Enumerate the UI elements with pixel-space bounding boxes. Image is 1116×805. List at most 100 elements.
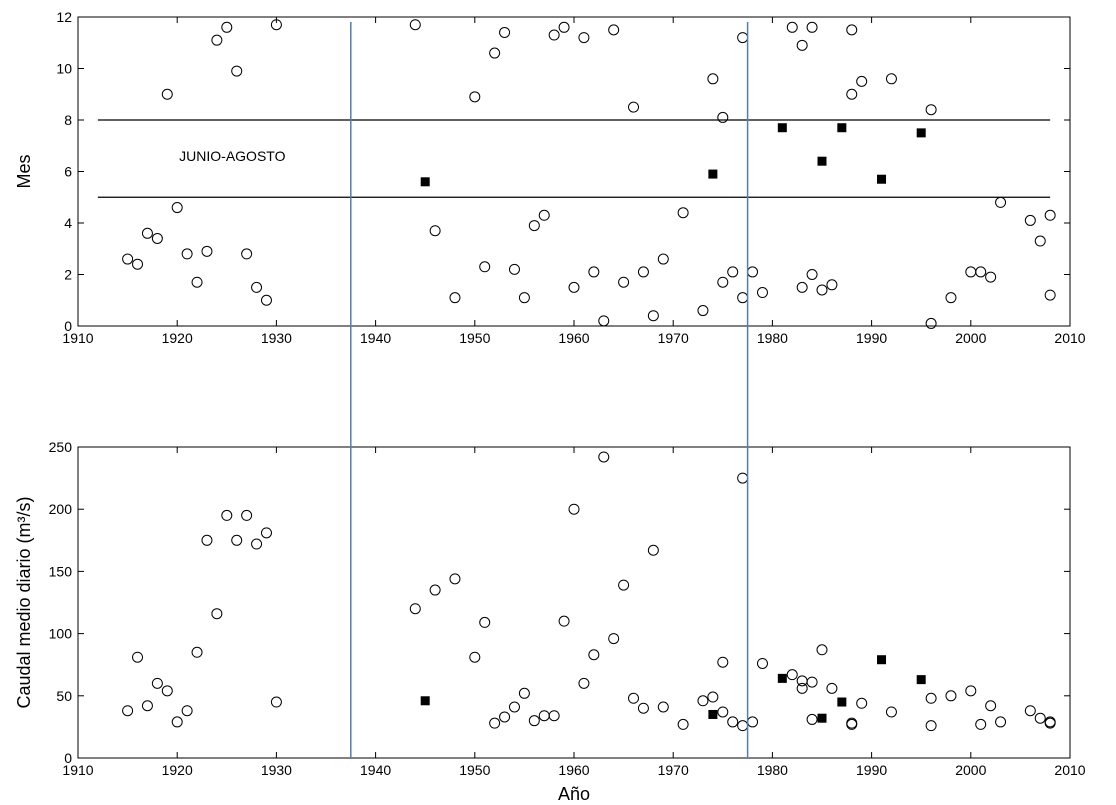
data-point-circle [1044, 289, 1056, 301]
y-tick-label: 250 [49, 439, 73, 455]
data-point-circle [637, 266, 649, 278]
x-tick-label: 1950 [459, 330, 490, 346]
x-tick-label: 2000 [955, 330, 986, 346]
data-point-circle [1024, 214, 1036, 226]
y-tick-label: 10 [56, 61, 72, 77]
data-point-circle [211, 34, 223, 46]
data-point-square [708, 169, 718, 179]
data-point-circle [171, 716, 183, 728]
data-point-circle [499, 26, 511, 38]
x-tick-label: 1940 [360, 762, 391, 778]
data-point-square [817, 156, 827, 166]
x-tick-label: 1940 [360, 330, 391, 346]
data-point-circle [747, 716, 759, 728]
data-point-circle [697, 695, 709, 707]
period-divider-lines [350, 22, 749, 758]
data-point-circle [578, 677, 590, 689]
y-tick-label: 2 [64, 267, 72, 283]
bottom-y-ticks: 0 50 100 150 200 250 [49, 439, 1070, 766]
data-point-circle [727, 716, 739, 728]
data-point-circle [608, 633, 620, 645]
data-point-circle [558, 21, 570, 33]
data-point-circle [806, 676, 818, 688]
data-point-circle [747, 266, 759, 278]
data-point-circle [826, 279, 838, 291]
data-point-circle [231, 534, 243, 546]
data-point-square [916, 128, 926, 138]
x-tick-label: 1930 [261, 330, 292, 346]
top-panel-month: 1910 1920 1930 1940 1950 1960 1970 1980 1990 2000… [14, 9, 1086, 346]
data-point-circle [270, 19, 282, 31]
top-y-ticks: 0 2 4 6 8 10 12 [56, 9, 1070, 334]
data-point-circle [975, 266, 987, 278]
data-point-circle [846, 717, 858, 729]
x-tick-label: 1950 [459, 762, 490, 778]
data-point-circle [181, 705, 193, 717]
top-data-points [122, 19, 1056, 329]
data-point-circle [647, 544, 659, 556]
data-point-circle [985, 700, 997, 712]
y-tick-label: 6 [64, 164, 72, 180]
data-point-circle [161, 88, 173, 100]
data-point-circle [508, 701, 520, 713]
data-point-circle [965, 266, 977, 278]
data-point-circle [737, 472, 749, 484]
y-tick-label: 0 [64, 318, 72, 334]
x-tick-label: 1990 [856, 330, 887, 346]
data-point-circle [756, 287, 768, 299]
bottom-data-points [122, 451, 1056, 732]
data-point-circle [141, 227, 153, 239]
x-tick-label: 1970 [658, 762, 689, 778]
data-point-circle [1044, 209, 1056, 221]
data-point-circle [578, 32, 590, 44]
data-point-circle [409, 19, 421, 31]
data-point-circle [717, 656, 729, 668]
data-point-circle [985, 271, 997, 283]
x-tick-label: 2010 [1054, 330, 1085, 346]
data-point-circle [251, 281, 263, 293]
data-point-circle [816, 644, 828, 656]
x-tick-label: 1910 [62, 762, 93, 778]
data-point-circle [568, 281, 580, 293]
top-reference-lines [97, 119, 1051, 198]
data-point-circle [548, 29, 560, 41]
data-point-circle [925, 104, 937, 116]
data-point-square [817, 713, 827, 723]
data-point-circle [677, 718, 689, 730]
data-point-circle [508, 263, 520, 275]
data-point-circle [568, 503, 580, 515]
data-point-circle [846, 24, 858, 36]
data-point-circle [241, 248, 253, 260]
data-point-circle [251, 538, 263, 550]
data-point-circle [707, 691, 719, 703]
data-point-circle [588, 266, 600, 278]
data-point-circle [598, 451, 610, 463]
data-point-circle [628, 101, 640, 113]
data-point-circle [181, 248, 193, 260]
data-point-circle [588, 649, 600, 661]
x-tick-label: 1960 [558, 762, 589, 778]
data-point-circle [618, 579, 630, 591]
data-point-circle [885, 73, 897, 85]
data-point-square [420, 177, 430, 187]
data-point-circle [677, 207, 689, 219]
data-point-circle [538, 209, 550, 221]
data-point-circle [737, 720, 749, 732]
data-point-circle [231, 65, 243, 77]
data-point-circle [707, 73, 719, 85]
data-point-circle [717, 706, 729, 718]
data-point-square [837, 123, 847, 133]
data-point-circle [975, 718, 987, 730]
data-point-circle [816, 284, 828, 296]
data-point-circle [995, 716, 1007, 728]
x-tick-label: 2010 [1054, 762, 1085, 778]
data-point-circle [856, 697, 868, 709]
junio-agosto-annotation: JUNIO-AGOSTO [179, 148, 285, 164]
data-point-square [837, 697, 847, 707]
data-point-circle [429, 584, 441, 596]
data-point-circle [618, 276, 630, 288]
x-tick-label: 1960 [558, 330, 589, 346]
data-point-circle [1044, 716, 1056, 728]
data-point-circle [628, 692, 640, 704]
data-point-circle [122, 705, 134, 717]
